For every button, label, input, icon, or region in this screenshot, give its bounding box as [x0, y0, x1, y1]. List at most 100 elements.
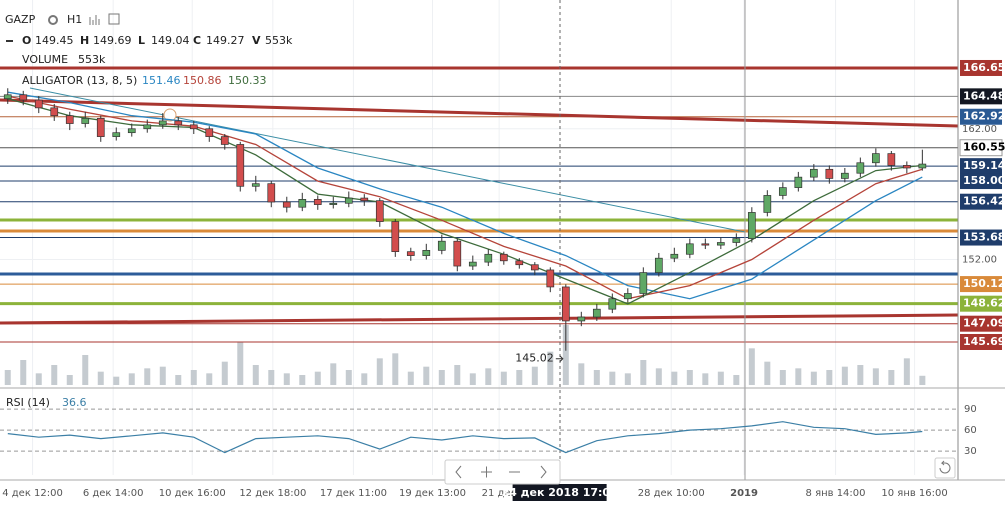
candle-body: [360, 197, 369, 202]
volume-bar: [345, 370, 352, 385]
volume-bar: [97, 371, 104, 385]
volume-bar: [392, 353, 399, 385]
crosshair-label: 24 дек 2018 17:00: [501, 486, 618, 499]
volume-bar: [624, 373, 631, 385]
volume-bar: [4, 370, 11, 385]
volume-bar: [51, 365, 58, 385]
reset-button[interactable]: [934, 457, 956, 479]
ohlc-key: V: [252, 34, 261, 47]
x-tick-label: 4 дек 12:00: [2, 488, 63, 499]
volume-bar: [144, 368, 151, 385]
candle-body: [763, 195, 772, 213]
indicators-icon[interactable]: [89, 15, 100, 25]
x-tick-label: 8 янв 14:00: [806, 488, 866, 499]
volume-name: VOLUME: [22, 53, 68, 66]
volume-bar: [578, 363, 585, 385]
candle-body: [158, 120, 167, 126]
candle-body: [50, 107, 59, 117]
volume-bar: [175, 375, 182, 385]
volume-bar: [640, 360, 647, 385]
candle-body: [143, 124, 152, 130]
trend-line: [0, 313, 959, 325]
x-tick-label: 21 дек: [482, 488, 517, 499]
nav-panel: [444, 459, 561, 485]
candle-body: [112, 132, 121, 137]
volume-bar: [268, 370, 275, 385]
x-tick-label: 2019: [730, 488, 758, 499]
volume-bar: [485, 368, 492, 385]
trend-line: [29, 87, 746, 233]
volume-bar: [810, 371, 817, 385]
volume-bar: [469, 373, 476, 385]
volume-bar: [407, 371, 414, 385]
candle-body: [499, 253, 508, 262]
volume-bar: [655, 368, 662, 385]
volume-bar: [872, 368, 879, 385]
candle-body: [189, 124, 198, 130]
volume-bar: [686, 370, 693, 385]
volume-bar: [857, 365, 864, 385]
candle-body: [406, 251, 415, 256]
volume-bar: [748, 348, 755, 385]
candle-body: [902, 165, 911, 169]
candle-body: [825, 168, 834, 179]
volume-bar: [314, 371, 321, 385]
candle-body: [515, 260, 524, 266]
ohlc-key: H: [80, 34, 89, 47]
candle-body: [3, 94, 12, 100]
scroll-left[interactable]: [455, 465, 462, 479]
compare-icon[interactable]: [108, 13, 120, 25]
settings-icon[interactable]: [48, 15, 58, 25]
volume-bar: [252, 365, 259, 385]
volume-bar: [361, 373, 368, 385]
candle-body: [840, 172, 849, 179]
anchor-point: [163, 108, 177, 122]
volume-bar: [516, 370, 523, 385]
candle-body: [654, 257, 663, 273]
trend-line: [0, 98, 959, 128]
candle-body: [887, 153, 896, 166]
zoom-in[interactable]: [481, 466, 492, 478]
x-tick-label: 10 дек 16:00: [159, 488, 226, 499]
candle-body: [670, 253, 679, 259]
volume-bar: [919, 375, 926, 385]
ohlc-value: 149.69: [93, 34, 132, 47]
candle-body: [639, 272, 648, 294]
price-label-bg: [960, 276, 1002, 293]
candle-body: [468, 261, 477, 267]
volume-bar: [702, 373, 709, 385]
scroll-right[interactable]: [540, 465, 547, 479]
ohlc-value: 149.27: [206, 34, 245, 47]
candle-body: [484, 253, 493, 263]
rsi-tick-label: 30: [964, 446, 977, 457]
candle-body: [608, 298, 617, 310]
x-tick-label: 12 дек 18:00: [239, 488, 306, 499]
candle-body: [716, 242, 725, 246]
volume-bar: [888, 370, 895, 385]
candle-body: [267, 183, 276, 203]
candle-body: [65, 115, 74, 124]
ohlc-value: 553k: [265, 34, 293, 47]
price-label-bg: [960, 315, 1002, 332]
price-label-bg: [960, 333, 1002, 350]
candle-body: [375, 200, 384, 222]
price-label: 145.69: [963, 335, 1005, 348]
price-label: 150.12: [963, 277, 1005, 290]
volume-bar: [593, 370, 600, 385]
volume-bar: [826, 370, 833, 385]
volume-bar: [283, 373, 290, 385]
x-tick-label: 17 дек 11:00: [320, 488, 387, 499]
reset-icon: [939, 460, 951, 474]
candle-body: [127, 128, 136, 134]
price-label: 147.09: [963, 317, 1005, 330]
volume-bar: [423, 366, 430, 385]
volume-bar: [35, 373, 42, 385]
candle-body: [747, 212, 756, 239]
candle-body: [561, 286, 570, 322]
ohlc-value: 149.04: [151, 34, 190, 47]
candle-body: [313, 199, 322, 205]
price-label: 166.65: [963, 61, 1005, 74]
volume-bar: [438, 370, 445, 385]
x-tick-label: 10 янв 16:00: [881, 488, 947, 499]
